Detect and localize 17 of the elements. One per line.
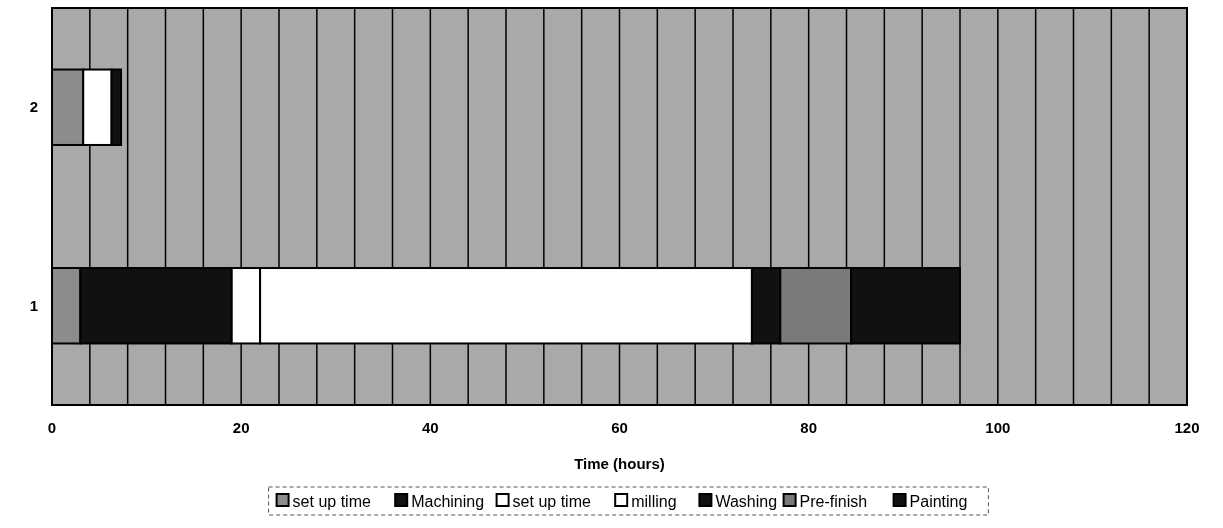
legend-label: Washing [715,493,778,510]
x-tick-label: 20 [232,419,250,436]
y-tick-label: 2 [29,98,38,116]
x-axis-title: Time (hours) [574,455,665,472]
legend-label: milling [631,493,677,510]
y-tick-label: 1 [29,296,38,314]
legend-label: set up time [512,493,591,510]
x-tick-label: 100 [985,419,1011,436]
x-tick-label: 0 [47,419,57,436]
legend-label: Painting [909,493,968,510]
x-tick-label: 60 [611,419,628,436]
x-tick-label: 120 [1174,419,1200,436]
legend-label: Pre-finish [799,493,868,510]
x-tick-label: 40 [421,419,439,436]
legend-label: set up time [292,493,371,510]
legend-label: Machining [411,493,485,510]
x-tick-label: 80 [800,419,818,436]
